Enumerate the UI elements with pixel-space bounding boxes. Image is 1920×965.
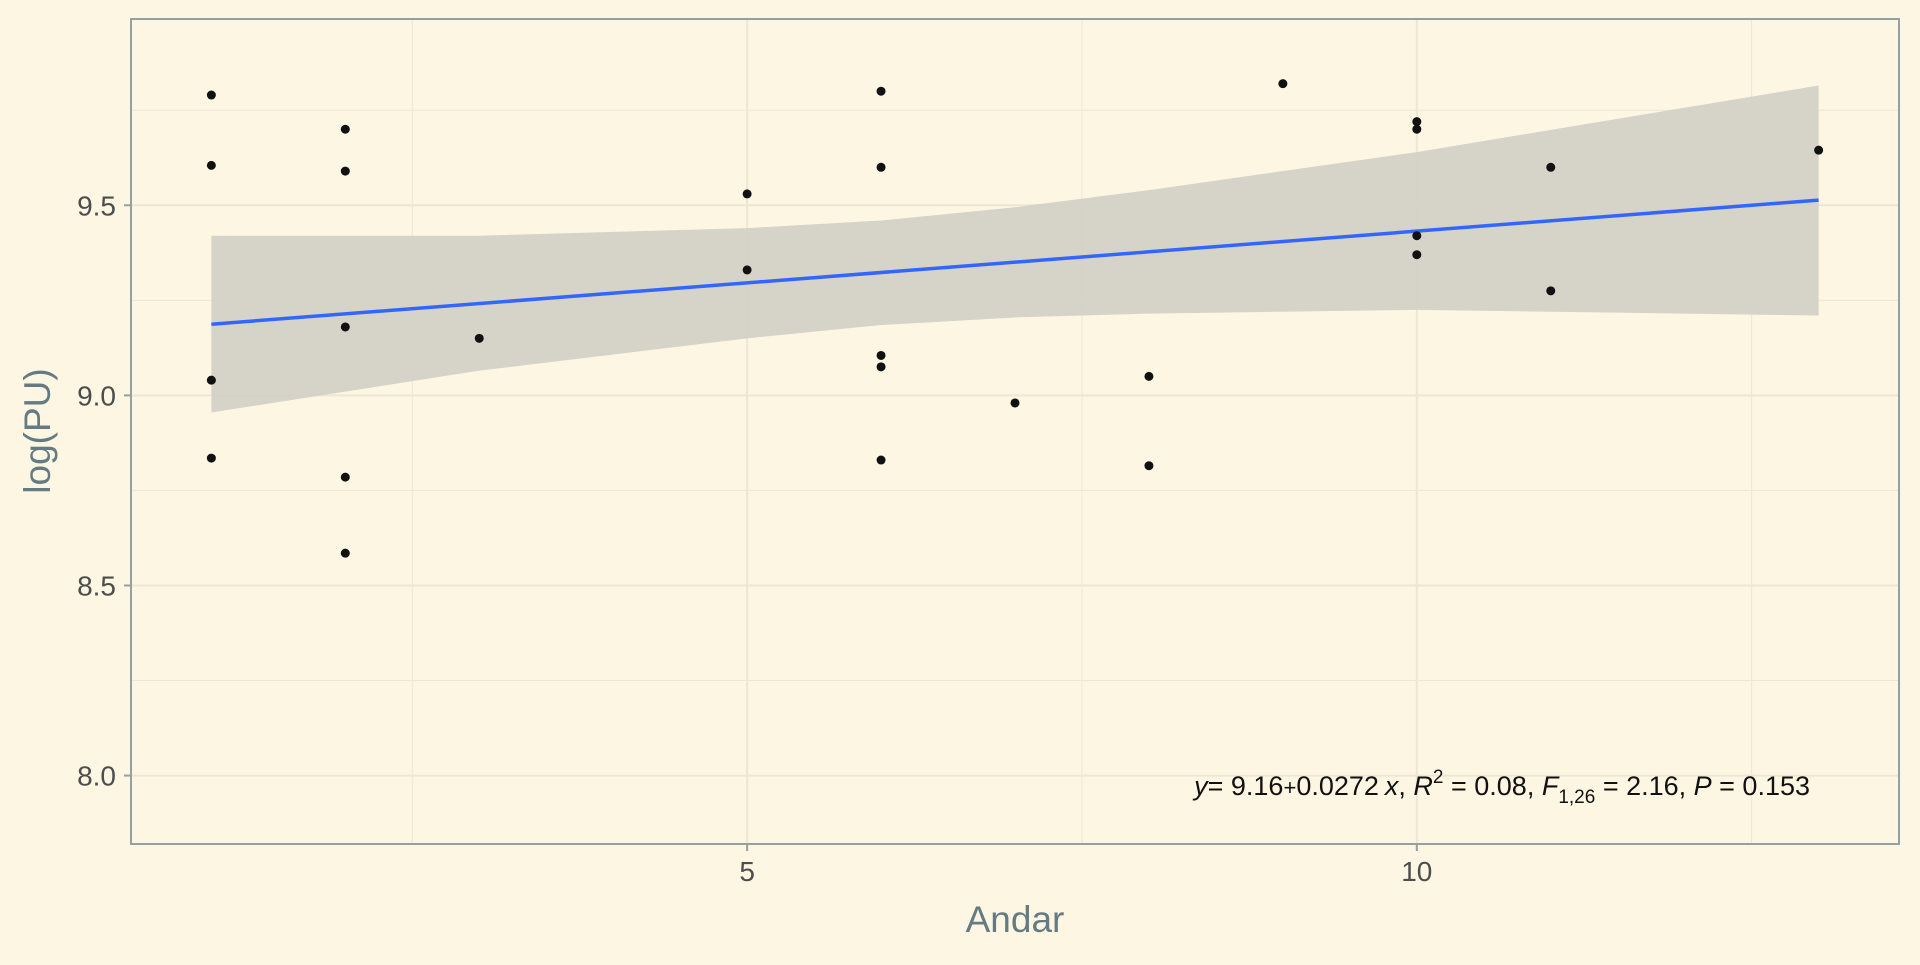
- data-point: [742, 189, 752, 199]
- data-point: [206, 90, 216, 100]
- data-point: [206, 375, 216, 385]
- annotation-f-sub: 1,26: [1558, 787, 1595, 808]
- panel-border: [130, 18, 1900, 845]
- data-point: [1546, 162, 1556, 172]
- annotation-intercept: = 9.16: [1208, 771, 1284, 801]
- data-point: [340, 472, 350, 482]
- annotation-p-val: = 0.153: [1712, 771, 1810, 801]
- data-point: [1814, 145, 1824, 155]
- x-tick-label: 5: [739, 856, 755, 887]
- confidence-band-layer: [211, 85, 1819, 413]
- data-point: [340, 322, 350, 332]
- annotation-r: R: [1413, 771, 1433, 801]
- data-point: [1412, 117, 1422, 127]
- annotation-plus: +: [1283, 775, 1296, 800]
- x-tick-label: 10: [1401, 856, 1432, 887]
- data-point: [206, 160, 216, 170]
- data-point: [340, 548, 350, 558]
- fit-line-layer: [211, 198, 1819, 326]
- regression-line: [211, 198, 1819, 326]
- data-point: [1412, 124, 1422, 134]
- data-point: [1278, 79, 1288, 89]
- annotation-x: x: [1383, 771, 1400, 801]
- y-tick-label: 9.5: [77, 190, 116, 221]
- annotation-f: F: [1542, 771, 1560, 801]
- annotation-r-val: = 0.08,: [1444, 771, 1542, 801]
- y-tick-label: 8.0: [77, 761, 116, 792]
- confidence-band: [211, 85, 1819, 413]
- data-point: [876, 86, 886, 96]
- data-point: [876, 455, 886, 465]
- data-point: [1010, 398, 1020, 408]
- x-axis-ticks: 5 10: [739, 844, 1432, 887]
- x-axis-label: Andar: [966, 899, 1065, 940]
- data-point: [876, 162, 886, 172]
- y-axis-ticks: 8.0 8.5 9.0 9.5: [77, 190, 131, 792]
- data-point: [1144, 461, 1154, 471]
- data-point: [206, 453, 216, 463]
- y-axis-label: log(PU): [17, 368, 58, 493]
- annotation-r-sup: 2: [1433, 767, 1444, 788]
- y-tick-label: 8.5: [77, 570, 116, 601]
- annotation-slope: 0.0272: [1296, 771, 1379, 801]
- data-point: [1412, 250, 1422, 260]
- regression-annotation: y= 9.16+0.0272 x, R2 = 0.08, F1,26 = 2.16…: [1192, 767, 1810, 808]
- annotation-f-val: = 2.16,: [1595, 771, 1693, 801]
- data-point: [742, 265, 752, 275]
- data-point: [876, 350, 886, 360]
- data-point: [876, 362, 886, 372]
- annotation-p: P: [1694, 771, 1712, 801]
- data-point: [340, 166, 350, 176]
- annotation-y: y: [1192, 771, 1209, 801]
- data-point: [1144, 371, 1154, 381]
- data-point: [340, 124, 350, 134]
- y-tick-label: 9.0: [77, 380, 116, 411]
- data-point: [1546, 286, 1556, 296]
- data-point: [474, 333, 484, 343]
- data-points: [206, 79, 1824, 558]
- annotation-sep: ,: [1398, 771, 1413, 801]
- data-point: [1412, 231, 1422, 241]
